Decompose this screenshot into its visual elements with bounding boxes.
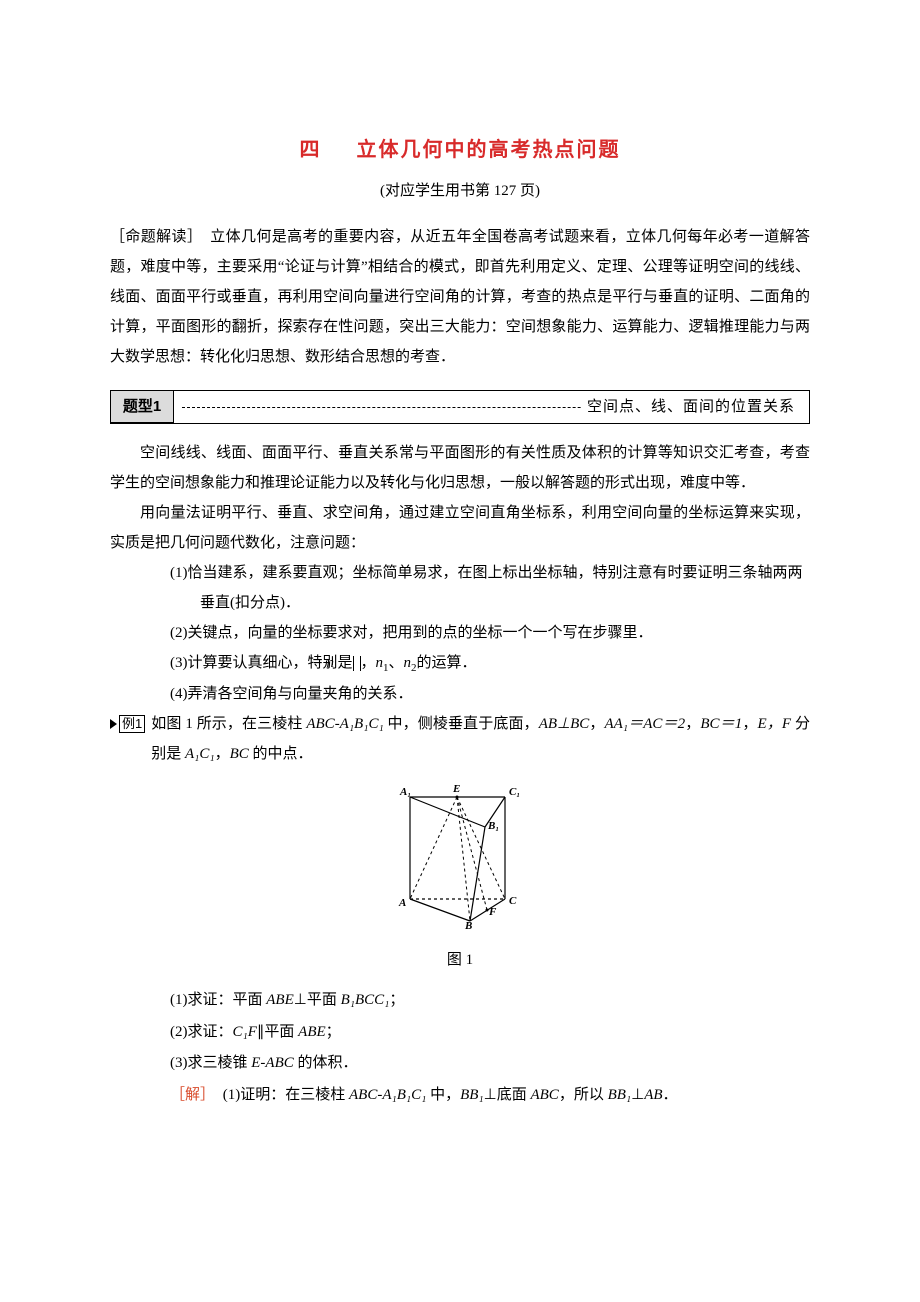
q2-b: ∥平面 (257, 1024, 298, 1040)
aa1-ac: AA₁＝AC＝2 (604, 716, 685, 732)
q1-b: ⊥平面 (294, 992, 341, 1008)
solution-line-1: ［解］ (1)证明：在三棱柱 ABC-A₁B₁C₁ 中，BB₁⊥底面 ABC，所… (110, 1080, 810, 1112)
ex-t1: 如图 1 所示，在三棱柱 (151, 716, 306, 732)
ex-t7: ， (215, 746, 230, 762)
example-label: 例1 (119, 715, 145, 733)
lbl-B1: B₁ (487, 820, 499, 832)
q1-a: (1)求证：平面 (170, 992, 266, 1008)
prism-diagram: A₁ E C₁ B₁ A C B F (385, 779, 535, 929)
vec-n: n (327, 655, 335, 671)
ex-t8: 的中点． (249, 746, 313, 762)
intro-body: 立体几何是高考的重要内容，从近五年全国卷高考试题来看，立体几何每年必考一道解答题… (110, 229, 810, 365)
question-2: (2)求证：C₁F∥平面 ABE； (110, 1017, 810, 1049)
question-1: (1)求证：平面 ABE⊥平面 B₁BCC₁； (110, 985, 810, 1017)
point-1-text: (1)恰当建系，建系要直观；坐标简单易求，在图上标出坐标轴，特别注意有时要证明三… (170, 565, 803, 611)
ab-bc: AB⊥BC (539, 716, 590, 732)
q2-abe: ABE (298, 1024, 326, 1040)
lbl-B: B (464, 920, 472, 929)
triangle-icon (110, 719, 117, 729)
figure: A₁ E C₁ B₁ A C B F (110, 779, 810, 941)
topic-text: 空间点、线、面间的位置关系 (581, 392, 801, 422)
lbl-C: C (509, 895, 517, 907)
prism-label: ABC-A₁B₁C₁ (306, 716, 383, 732)
ex-t4: ， (685, 716, 700, 732)
topic-tag: 题型1 (111, 391, 174, 423)
s1-prism: ABC-A₁B₁C₁ (349, 1087, 426, 1103)
title-main: 立体几何中的高考热点问题 (357, 139, 621, 161)
point-4-text: (4)弄清各空间角与向量夹角的关系． (170, 686, 413, 702)
topic-line: 空间点、线、面间的位置关系 (174, 391, 809, 423)
bc-label: BC (230, 746, 249, 762)
s1-b: 中， (426, 1087, 460, 1103)
q1-b1bcc1: B₁BCC₁ (341, 992, 390, 1008)
example-block: 例1 如图 1 所示，在三棱柱 ABC-A₁B₁C₁ 中，侧棱垂直于底面，AB⊥… (110, 709, 810, 769)
point-2-text: (2)关键点，向量的坐标要求对，把用到的点的坐标一个一个写在步骤里． (170, 625, 653, 641)
point-1: (1)恰当建系，建系要直观；坐标简单易求，在图上标出坐标轴，特别注意有时要证明三… (110, 558, 810, 618)
lbl-C1: C₁ (509, 786, 520, 798)
point-3-c: 的运算． (417, 655, 477, 671)
s1-d: ，所以 (559, 1087, 608, 1103)
q3-b: 的体积． (294, 1055, 358, 1071)
ex-t3: ， (589, 716, 604, 732)
s1-c: ⊥底面 (484, 1087, 531, 1103)
page-subtitle: (对应学生用书第 127 页) (110, 176, 810, 206)
lbl-A: A (398, 897, 406, 909)
a1c1: A₁C₁ (185, 746, 215, 762)
q3-eabc: E-ABC (251, 1055, 294, 1071)
topic-bar: 题型1 空间点、线、面间的位置关系 (110, 390, 810, 424)
title-prefix: 四 (300, 139, 322, 161)
s1-bb1: BB₁ (460, 1087, 484, 1103)
point-3: (3)计算要认真细心，特别是n，n1、n2的运算． (110, 648, 810, 679)
figure-caption: 图 1 (110, 945, 810, 975)
q2-c: ； (326, 1024, 341, 1040)
example-body: 如图 1 所示，在三棱柱 ABC-A₁B₁C₁ 中，侧棱垂直于底面，AB⊥BC，… (151, 709, 810, 769)
bc-eq: BC＝1 (700, 716, 742, 732)
q3-a: (3)求三棱锥 (170, 1055, 251, 1071)
page: 四 立体几何中的高考热点问题 (对应学生用书第 127 页) ［命题解读］ 立体… (0, 0, 920, 1302)
body-paragraph-2: 用向量法证明平行、垂直、求空间角，通过建立空间直角坐标系，利用空间向量的坐标运算… (110, 498, 810, 558)
example-tag: 例1 (110, 715, 145, 733)
s1-bb1-2: BB₁ (608, 1087, 632, 1103)
lbl-E: E (452, 783, 460, 795)
vec-n1: n (376, 655, 384, 671)
point-3-b: ， (361, 655, 376, 671)
vec-n2: n (404, 655, 412, 671)
s1-abc: ABC (530, 1087, 558, 1103)
q2-c1f: C₁F (233, 1024, 257, 1040)
ef: E，F (758, 716, 792, 732)
solution-label: ［解］ (170, 1087, 215, 1103)
point-3-b2: 、 (389, 655, 404, 671)
intro-paragraph: ［命题解读］ 立体几何是高考的重要内容，从近五年全国卷高考试题来看，立体几何每年… (110, 222, 810, 372)
ex-t5: ， (742, 716, 757, 732)
ex-t2: 中，侧棱垂直于底面， (384, 716, 539, 732)
lbl-F: F (488, 906, 497, 918)
point-2: (2)关键点，向量的坐标要求对，把用到的点的坐标一个一个写在步骤里． (110, 618, 810, 648)
q1-c: ； (389, 992, 404, 1008)
lbl-A1: A₁ (399, 786, 411, 798)
s1-e: ⊥ (631, 1087, 644, 1103)
page-title: 四 立体几何中的高考热点问题 (110, 130, 810, 170)
s1-a: (1)证明：在三棱柱 (223, 1087, 349, 1103)
q2-a: (2)求证： (170, 1024, 233, 1040)
question-3: (3)求三棱锥 E-ABC 的体积． (110, 1048, 810, 1080)
abs-n: n (353, 655, 361, 671)
s1-ab: AB (644, 1087, 662, 1103)
s1-f: ． (663, 1087, 678, 1103)
q1-abe: ABE (266, 992, 294, 1008)
topic-tag-label: 题型1 (111, 391, 173, 423)
body-paragraph-1: 空间线线、线面、面面平行、垂直关系常与平面图形的有关性质及体积的计算等知识交汇考… (110, 438, 810, 498)
point-3-a: (3)计算要认真细心，特别是 (170, 655, 353, 671)
point-4: (4)弄清各空间角与向量夹角的关系． (110, 679, 810, 709)
intro-label: ［命题解读］ (110, 229, 195, 245)
